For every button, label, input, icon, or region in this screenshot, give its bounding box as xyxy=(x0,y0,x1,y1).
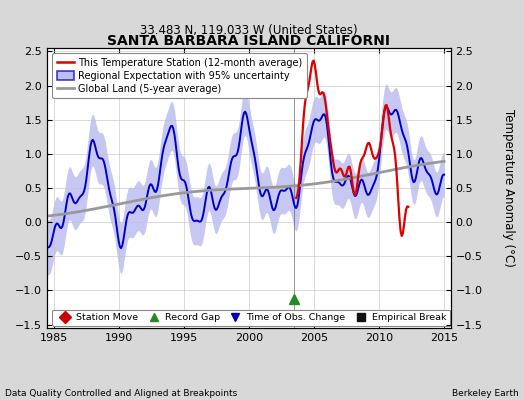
Y-axis label: Temperature Anomaly (°C): Temperature Anomaly (°C) xyxy=(502,109,515,267)
Text: Data Quality Controlled and Aligned at Breakpoints: Data Quality Controlled and Aligned at B… xyxy=(5,389,237,398)
Legend: Station Move, Record Gap, Time of Obs. Change, Empirical Break: Station Move, Record Gap, Time of Obs. C… xyxy=(52,310,451,326)
Text: 33.483 N, 119.033 W (United States): 33.483 N, 119.033 W (United States) xyxy=(140,24,358,37)
Text: Berkeley Earth: Berkeley Earth xyxy=(452,389,519,398)
Title: SANTA BARBARA ISLAND CALIFORNI: SANTA BARBARA ISLAND CALIFORNI xyxy=(107,34,390,48)
